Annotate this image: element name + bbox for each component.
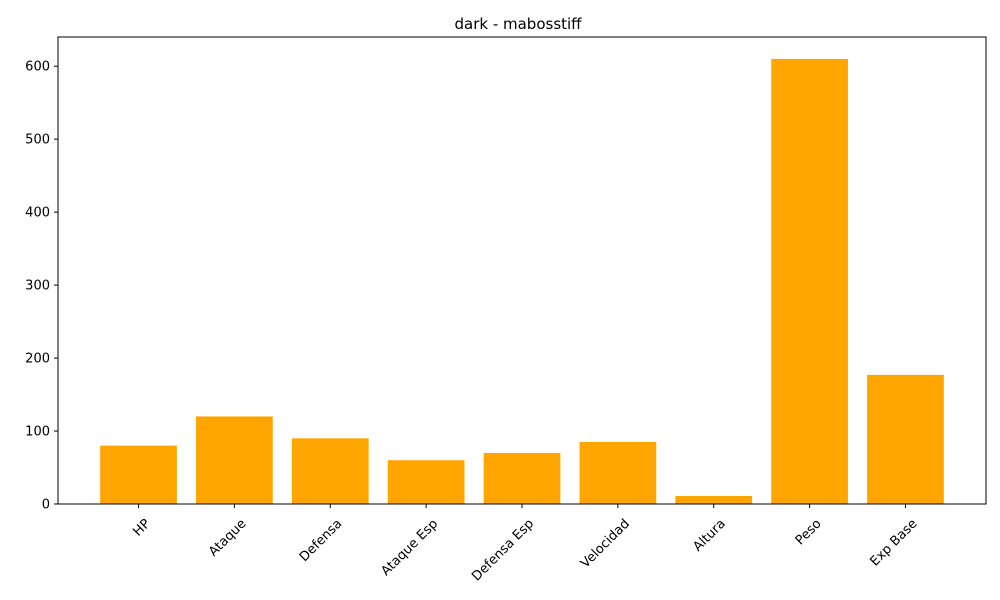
chart-title: dark - mabosstiff [454,15,582,33]
y-tick-label: 300 [25,279,50,294]
bar-ataque [196,416,273,504]
y-axis: 0 100 200 300 400 500 600 [25,60,58,513]
bar-defensa [291,438,369,504]
bar-exp-base [867,374,944,504]
y-tick-label: 0 [42,498,50,513]
x-tick-label: Ataque [206,516,249,559]
x-tick-label: Defensa [297,516,345,564]
bar-defensa-esp [483,452,561,504]
bar-velocidad [579,441,657,504]
y-tick-label: 500 [25,133,50,148]
x-tick-label: Altura [690,516,728,554]
y-tick-label: 200 [25,352,50,367]
x-tick-label: Exp Base [868,516,921,569]
y-tick-label: 400 [25,206,50,221]
bar-altura [675,495,753,504]
x-axis: HP Ataque Defensa Ataque Esp Defensa Esp Velo… [131,504,921,584]
bar-ataque-esp [387,460,465,504]
x-tick-label: Peso [793,516,825,548]
x-tick-label: Defensa Esp [469,516,537,584]
plot-frame [57,36,987,505]
bar-peso [771,58,848,504]
y-tick-label: 600 [25,60,50,75]
x-tick-label: HP [131,516,154,539]
x-tick-label: Ataque Esp [379,516,442,579]
bars-group [100,58,944,504]
y-tick-label: 100 [25,425,50,440]
bar-hp [100,445,177,504]
x-tick-label: Velocidad [578,516,633,571]
